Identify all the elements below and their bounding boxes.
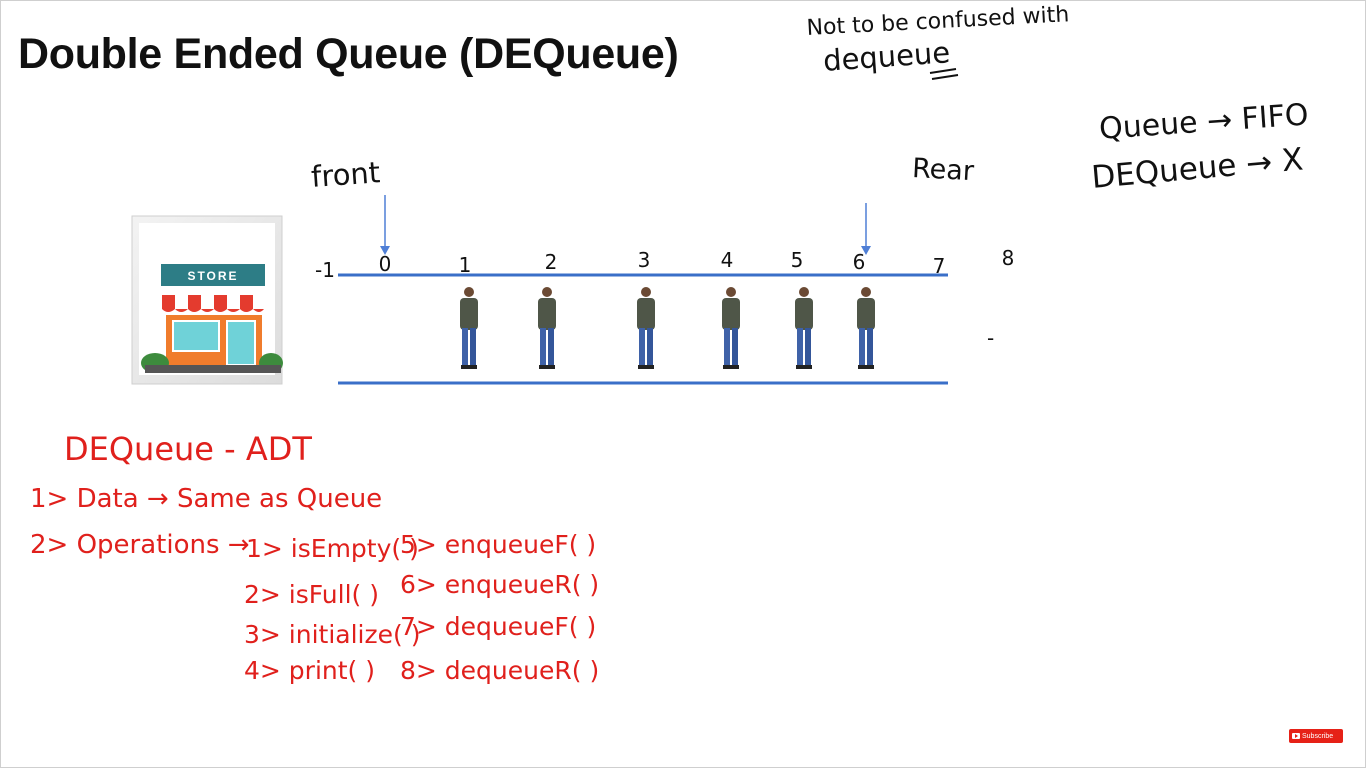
operation-item: 2> isFull( ) bbox=[244, 580, 379, 609]
queue-person bbox=[722, 287, 740, 369]
people-layer bbox=[460, 287, 875, 369]
front-arrow bbox=[380, 195, 390, 255]
adt-operations-line: 2> Operations → bbox=[30, 530, 250, 560]
youtube-play-icon bbox=[1292, 733, 1300, 739]
index-label: 4 bbox=[720, 248, 734, 272]
page-title: Double Ended Queue (DEQueue) bbox=[18, 30, 679, 78]
queue-person bbox=[857, 287, 875, 369]
operation-item: 7> dequeueF( ) bbox=[400, 612, 597, 641]
double-underline-mark bbox=[929, 68, 959, 80]
queue-person bbox=[795, 287, 813, 369]
stray-dash-mark: - bbox=[987, 326, 995, 350]
rear-arrow bbox=[861, 203, 871, 255]
index-label: 8 bbox=[1001, 246, 1015, 270]
queue-person bbox=[637, 287, 655, 369]
index-label: 3 bbox=[637, 248, 651, 272]
index-label: 1 bbox=[458, 253, 472, 277]
operation-item: 4> print( ) bbox=[244, 656, 375, 685]
store-illustration: STORE bbox=[131, 215, 283, 385]
operation-item: 8> dequeueR( ) bbox=[400, 656, 600, 685]
subscribe-label: Subscribe bbox=[1302, 732, 1334, 740]
index-label: -1 bbox=[315, 258, 335, 282]
adt-data-line: 1> Data → Same as Queue bbox=[30, 484, 383, 514]
operation-item: 1> isEmpty( ) bbox=[246, 534, 419, 563]
index-label: 7 bbox=[932, 254, 946, 278]
index-label: 0 bbox=[378, 252, 392, 276]
queue-person bbox=[460, 287, 478, 369]
operation-item: 5> enqueueF( ) bbox=[400, 530, 597, 559]
subscribe-button[interactable]: Subscribe bbox=[1289, 729, 1343, 743]
index-label: 5 bbox=[790, 248, 804, 272]
operation-item: 6> enqueueR( ) bbox=[400, 570, 600, 599]
index-label: 6 bbox=[852, 250, 866, 274]
store-sign-text: STORE bbox=[187, 269, 238, 283]
adt-heading: DEQueue - ADT bbox=[64, 430, 312, 468]
queue-person bbox=[538, 287, 556, 369]
operation-item: 3> initialize( ) bbox=[244, 620, 421, 649]
index-label: 2 bbox=[544, 250, 558, 274]
